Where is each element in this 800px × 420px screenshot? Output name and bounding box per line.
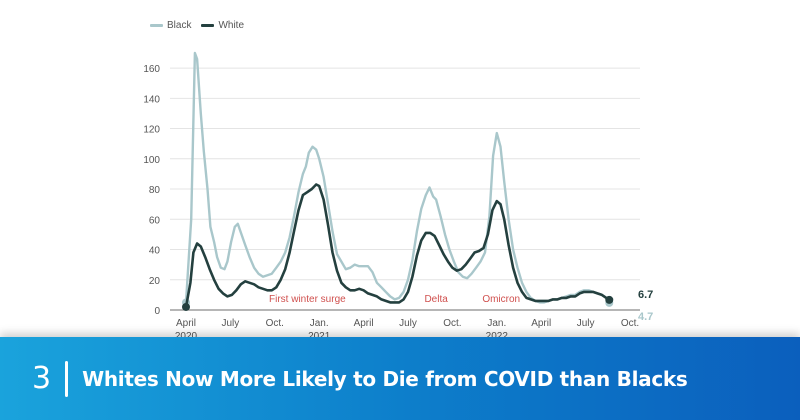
x-tick-label: July (577, 318, 595, 329)
x-tick-label: April (354, 318, 374, 329)
legend-item-white: White (201, 20, 244, 31)
legend-item-black: Black (150, 20, 191, 31)
x-tick-label: April (531, 318, 551, 329)
legend-swatch-white (201, 24, 215, 27)
y-tick-label: 20 (149, 276, 161, 287)
chart-area: 0 20 40 60 80 100 120 140 160 April 2020 July Oct. Ja… (143, 20, 653, 340)
x-tick-label: Jan. (310, 318, 329, 329)
title-banner: 3 Whites Now More Likely to Die from COV… (0, 337, 800, 420)
x-tick-year-label: 2021 (308, 331, 331, 340)
x-tick-label: Oct. (266, 318, 284, 329)
banner-title: Whites Now More Likely to Die from COVID… (82, 366, 688, 391)
x-tick-label: April (176, 318, 196, 329)
chart-legend: Black White (150, 20, 244, 31)
x-tick-label: July (222, 318, 240, 329)
banner-number: 3 (32, 361, 52, 396)
x-tick-label: July (399, 318, 417, 329)
line-chart: 0 20 40 60 80 100 120 140 160 April 2020 July Oct. Ja… (143, 51, 653, 340)
y-tick-label: 0 (154, 306, 160, 317)
y-tick-label: 100 (143, 155, 160, 166)
legend-label-black: Black (167, 20, 192, 31)
banner-divider (65, 360, 69, 397)
end-value-label-black: 4.7 (638, 311, 653, 323)
x-tick-label: Oct. (621, 318, 639, 329)
annotation-label: Delta (424, 294, 448, 305)
series-line-white (184, 183, 611, 309)
x-tick-year-label: 2020 (175, 331, 198, 340)
y-tick-label: 60 (149, 215, 161, 226)
annotation-label: Omicron (482, 294, 520, 305)
x-tick-year-label: 2022 (486, 331, 509, 340)
legend-label-white: White (218, 20, 245, 31)
series-end-dot-white (605, 295, 614, 304)
y-tick-label: 140 (143, 94, 160, 105)
annotation-label: First winter surge (269, 294, 346, 305)
y-tick-label: 120 (143, 125, 160, 136)
y-tick-label: 80 (149, 185, 161, 196)
y-tick-label: 160 (143, 64, 160, 75)
end-value-label-white: 6.7 (638, 289, 653, 301)
series-line-black (184, 51, 611, 305)
y-tick-label: 40 (149, 246, 161, 257)
series-start-dot-white (182, 302, 190, 311)
x-tick-label: Jan. (487, 318, 506, 329)
x-tick-label: Oct. (443, 318, 461, 329)
legend-swatch-black (150, 24, 163, 27)
